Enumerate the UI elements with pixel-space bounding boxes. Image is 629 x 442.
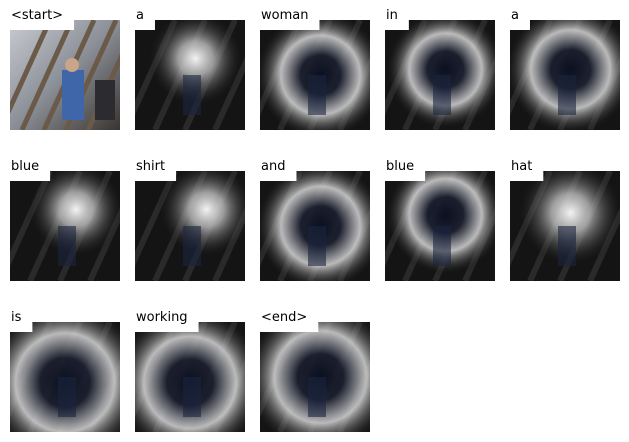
label-background: [135, 157, 177, 181]
word-label: woman: [261, 8, 308, 23]
tile: <start>: [10, 6, 120, 130]
label-background: [260, 157, 297, 181]
label-background: [135, 6, 155, 30]
word-label: is: [11, 310, 22, 325]
attention-image: [135, 322, 245, 432]
tile: <end>: [260, 308, 370, 432]
tile: a: [135, 6, 245, 130]
word-label: a: [136, 8, 144, 23]
word-label: blue: [386, 159, 414, 174]
word-label: a: [511, 8, 519, 23]
word-label: in: [386, 8, 398, 23]
attention-image: [10, 171, 120, 281]
word-label: shirt: [136, 159, 165, 174]
label-background: [260, 308, 319, 332]
attention-image: [135, 171, 245, 281]
tile: blue: [385, 157, 495, 281]
word-label: and: [261, 159, 285, 174]
attention-image: [510, 171, 620, 281]
attention-image: [10, 322, 120, 432]
attention-image: [135, 20, 245, 130]
tile: a: [510, 6, 620, 130]
label-background: [510, 157, 544, 181]
tile: working: [135, 308, 245, 432]
word-label: blue: [11, 159, 39, 174]
attention-image: [10, 20, 120, 130]
label-background: [10, 308, 33, 332]
label-background: [135, 308, 199, 332]
attention-image: [385, 171, 495, 281]
label-background: [510, 6, 530, 30]
label-background: [10, 6, 75, 30]
label-background: [10, 157, 51, 181]
word-label: hat: [511, 159, 532, 174]
tile: is: [10, 308, 120, 432]
attention-image: [510, 20, 620, 130]
tile: woman: [260, 6, 370, 130]
attention-image: [260, 322, 370, 432]
attention-image: [260, 171, 370, 281]
attention-image: [260, 20, 370, 130]
label-background: [385, 157, 426, 181]
tile: in: [385, 6, 495, 130]
label-background: [385, 6, 409, 30]
tile: shirt: [135, 157, 245, 281]
label-background: [260, 6, 320, 30]
word-label: working: [136, 310, 188, 325]
word-label: <start>: [11, 8, 63, 23]
attention-image: [385, 20, 495, 130]
tile: blue: [10, 157, 120, 281]
tile: hat: [510, 157, 620, 281]
tile: and: [260, 157, 370, 281]
word-label: <end>: [261, 310, 307, 325]
